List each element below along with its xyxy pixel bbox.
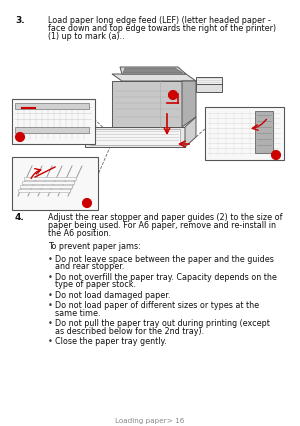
Text: same time.: same time.	[55, 308, 100, 317]
Text: •: •	[48, 301, 53, 310]
Bar	[15, 128, 89, 134]
Text: Do not pull the paper tray out during printing (except: Do not pull the paper tray out during pr…	[55, 319, 270, 328]
Text: 2: 2	[85, 201, 89, 206]
Text: a: a	[17, 106, 21, 111]
Text: •: •	[48, 290, 53, 299]
Text: Load paper long edge feed (LEF) (letter headed paper -: Load paper long edge feed (LEF) (letter …	[48, 16, 271, 25]
Polygon shape	[18, 190, 70, 193]
Text: type of paper stock.: type of paper stock.	[55, 279, 136, 288]
Polygon shape	[85, 128, 185, 148]
Polygon shape	[90, 130, 180, 146]
Circle shape	[16, 133, 25, 142]
Text: 1: 1	[171, 93, 175, 98]
Text: and rear stopper.: and rear stopper.	[55, 262, 124, 271]
Text: To prevent paper jams:: To prevent paper jams:	[48, 242, 141, 250]
FancyBboxPatch shape	[11, 99, 95, 144]
Text: Do not overfill the paper tray. Capacity depends on the: Do not overfill the paper tray. Capacity…	[55, 272, 277, 281]
FancyBboxPatch shape	[205, 107, 284, 160]
Polygon shape	[24, 178, 76, 181]
Text: 3.: 3.	[15, 16, 25, 25]
Polygon shape	[20, 186, 72, 189]
Text: (1) up to mark (a)..: (1) up to mark (a)..	[48, 32, 124, 40]
Bar	[255, 112, 273, 154]
Polygon shape	[22, 181, 74, 184]
Text: 4.: 4.	[15, 213, 25, 222]
Text: Close the paper tray gently.: Close the paper tray gently.	[55, 337, 167, 345]
Text: 2: 2	[18, 135, 22, 140]
Circle shape	[272, 151, 280, 160]
Text: Do not load paper of different sizes or types at the: Do not load paper of different sizes or …	[55, 301, 259, 310]
Text: the A6 position.: the A6 position.	[48, 228, 111, 237]
Text: •: •	[48, 254, 53, 263]
Polygon shape	[112, 82, 182, 128]
Polygon shape	[196, 78, 222, 85]
Polygon shape	[196, 85, 222, 93]
Polygon shape	[112, 75, 196, 82]
Text: face down and top edge towards the right of the printer): face down and top edge towards the right…	[48, 24, 276, 33]
Bar	[15, 104, 89, 110]
Text: as described below for the 2nd tray).: as described below for the 2nd tray).	[55, 326, 204, 335]
Text: •: •	[48, 272, 53, 281]
Text: Do not load damaged paper.: Do not load damaged paper.	[55, 290, 170, 299]
Polygon shape	[123, 69, 183, 74]
Text: •: •	[48, 337, 53, 345]
Text: Adjust the rear stopper and paper guides (2) to the size of: Adjust the rear stopper and paper guides…	[48, 213, 283, 222]
Circle shape	[82, 199, 91, 208]
Text: •: •	[48, 319, 53, 328]
Text: Loading paper> 16: Loading paper> 16	[115, 417, 185, 423]
Circle shape	[169, 91, 178, 100]
Polygon shape	[120, 68, 186, 75]
Text: paper being used. For A6 paper, remove and re-install in: paper being used. For A6 paper, remove a…	[48, 220, 276, 229]
Text: Do not leave space between the paper and the guides: Do not leave space between the paper and…	[55, 254, 274, 263]
Polygon shape	[185, 118, 196, 148]
FancyBboxPatch shape	[11, 157, 98, 210]
Polygon shape	[182, 82, 196, 128]
Text: 3: 3	[274, 153, 278, 158]
